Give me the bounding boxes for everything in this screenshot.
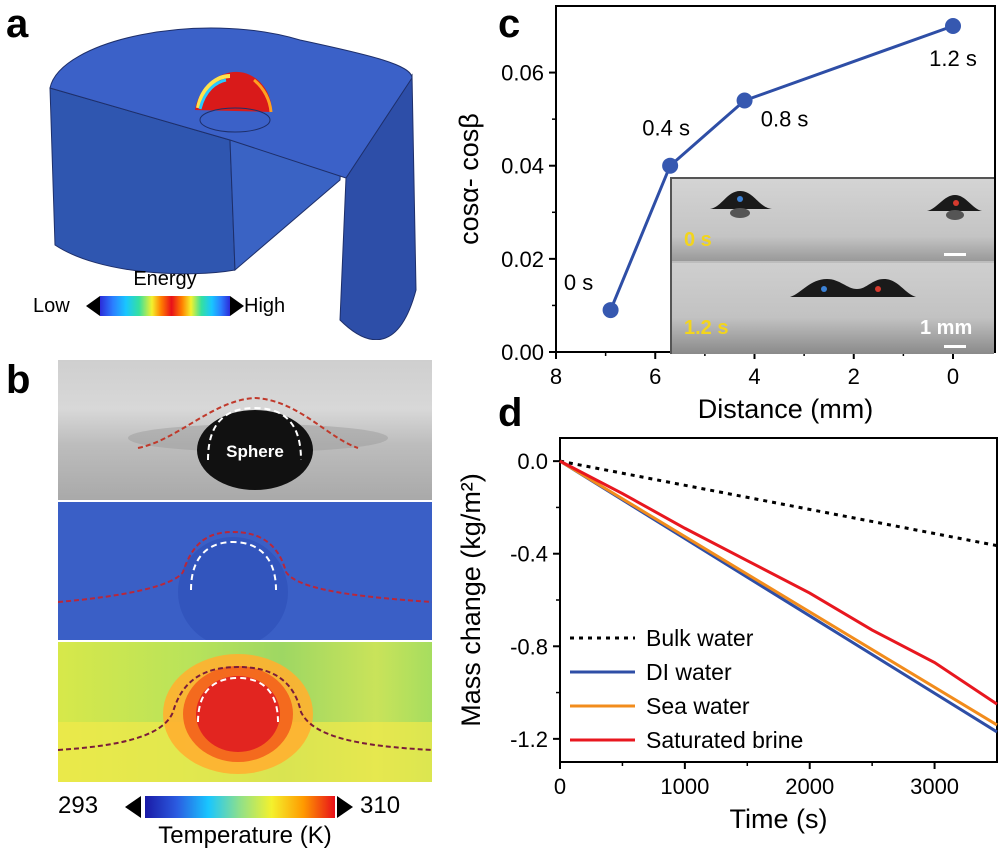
temperature-min-label: 293 [58,792,99,819]
cylinder-energy-render [49,27,417,340]
temperature-max-label: 310 [360,792,401,819]
energy-legend-low: Low [33,295,70,317]
chart-d-series-sea-water [559,459,998,727]
chart-c-xlabel: Distance (mm) [698,394,874,424]
panel-d-letter: d [498,391,523,435]
chart-c-point [662,157,679,174]
chart-d-ytick-label: 0.0 [517,449,548,474]
sphere-simulation [58,502,432,640]
chart-d-xtick-label: 1000 [660,774,709,799]
chart-c-point-label: 1.2 s [929,46,977,71]
chart-d-legend-label: DI water [646,659,732,685]
energy-legend-high: High [244,295,286,317]
chart-c-xtick-label: 0 [947,364,959,389]
chart-c-xtick-label: 2 [848,364,860,389]
sphere [197,410,313,490]
sphere-photo: Sphere [58,360,432,500]
chart-c-xtick-label: 8 [550,364,562,389]
sphere-thermal-image [58,642,432,782]
chart-c-line [609,24,954,311]
chart-d-xlabel: Time (s) [730,804,828,834]
inset-scale-bar-label: 1 mm [920,317,973,339]
chart-d-frame [559,437,998,763]
chart-c-inset: 0 s 1.2 s 1 mm [670,177,994,354]
inset-label-0s: 0 s [684,229,712,251]
chart-c-point [945,18,961,34]
sphere-label: Sphere [226,442,284,461]
chart-c-point [736,92,753,109]
chart-d-xtick-label: 3000 [910,774,959,799]
chart-c: 8 6 4 2 0 0.00 0.02 0.04 0.06 Distance (mm) cosα- … [454,5,996,424]
temperature-title: Temperature (K) [158,822,332,849]
chart-d-xtick-label: 0 [554,774,566,799]
temperature-colorbar [145,796,335,818]
chart-d-legend-label: Sea water [646,693,750,719]
chart-c-point-label: 0 s [564,270,593,295]
chart-d: 0 1000 2000 3000 0.0 -0.4 -0.8 -1.2 Time (s) Mass… [456,437,998,834]
chart-c-xtick-label: 6 [649,364,661,389]
cylinder-front-face [49,87,236,275]
temperature-right-arrow [337,796,353,818]
chart-d-ytick-label: -0.4 [510,542,548,567]
chart-c-point [602,302,619,319]
chart-c-ytick-label: 0.06 [501,61,544,86]
chart-c-xtick-label: 4 [748,364,760,389]
chart-c-point-label: 0.4 s [642,116,690,141]
chart-c-ytick-label: 0.00 [501,340,544,365]
chart-d-series-saturated-brine [559,459,998,706]
chart-d-series-bulk-water [559,459,998,548]
temperature-left-arrow [125,796,141,818]
energy-left-arrow [86,296,100,316]
energy-colorbar [100,296,230,316]
chart-d-ylabel: Mass change (kg/m²) [456,473,486,727]
chart-d-ytick-label: -0.8 [510,634,548,659]
chart-d-legend-label: Saturated brine [646,727,803,753]
cylinder-side-face [339,73,417,340]
chart-c-ylabel: cosα- cosβ [454,113,484,245]
chart-d-legend-label: Bulk water [646,625,754,651]
inset-label-1-2s: 1.2 s [684,317,729,339]
panel-a-letter: a [6,2,29,46]
energy-legend-title: Energy [133,268,197,290]
chart-d-xtick-label: 2000 [785,774,834,799]
chart-c-point-label: 0.8 s [761,107,809,132]
chart-c-ytick-label: 0.02 [501,247,544,272]
chart-d-ytick-label: -1.2 [510,727,548,752]
chart-c-ytick-label: 0.04 [501,154,544,179]
panel-c-letter: c [498,2,521,46]
panel-b-letter: b [6,358,31,402]
energy-right-arrow [230,296,244,316]
